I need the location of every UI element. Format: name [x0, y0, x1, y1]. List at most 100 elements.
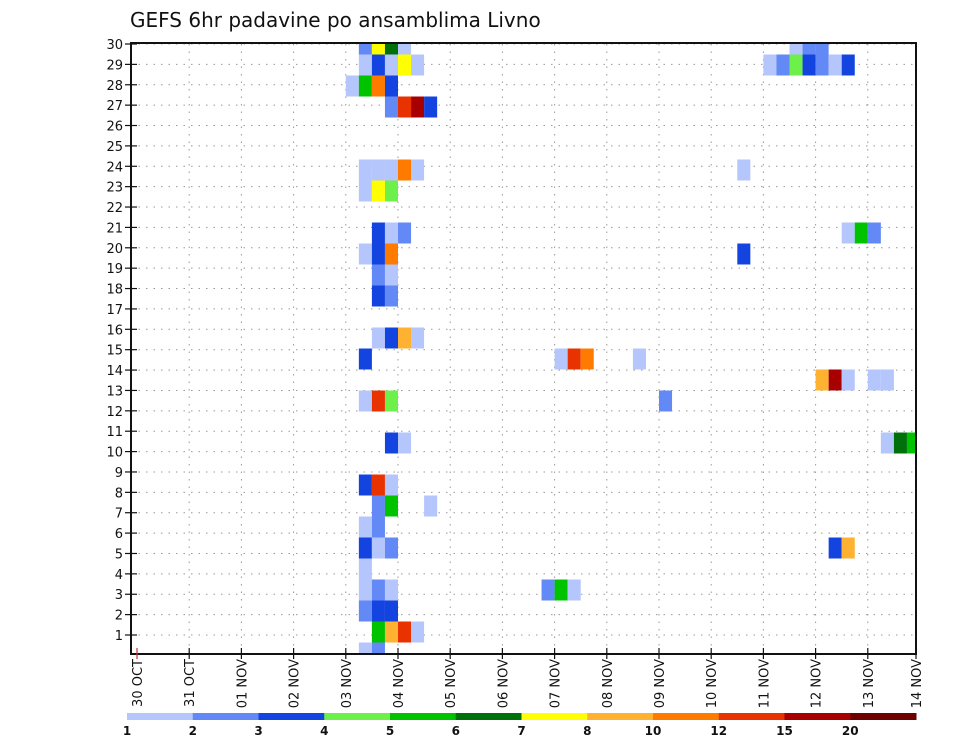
- heatmap-cell: [880, 432, 894, 454]
- heatmap-cell: [802, 44, 816, 55]
- heatmap-cell: [384, 264, 398, 286]
- heatmap-cell: [358, 579, 372, 601]
- heatmap-cell: [424, 495, 438, 517]
- y-tick-label: 4: [115, 568, 123, 583]
- heatmap-cell: [411, 54, 425, 76]
- heatmap-cell: [398, 54, 412, 76]
- heatmap-cell: [828, 537, 842, 559]
- heatmap-cell: [880, 369, 894, 391]
- heatmap-cell: [358, 75, 372, 97]
- colorbar-label: 12: [710, 724, 727, 738]
- heatmap-cell: [371, 642, 385, 653]
- heatmap-cell: [384, 159, 398, 181]
- heatmap-cell: [398, 621, 412, 643]
- heatmap-cell: [371, 222, 385, 244]
- y-tick-label: 7: [115, 507, 123, 522]
- y-tick-label: 30: [106, 38, 123, 53]
- heatmap-cell: [828, 54, 842, 76]
- colorbar-label: 8: [583, 724, 591, 738]
- heatmap-cell: [371, 390, 385, 412]
- heatmap-cell: [384, 474, 398, 496]
- colorbar-swatch: [653, 713, 720, 720]
- colorbar-swatch: [784, 713, 851, 720]
- heatmap-cell: [358, 537, 372, 559]
- heatmap-cells: [345, 44, 916, 653]
- colorbar-label: 3: [254, 724, 262, 738]
- colorbar-swatch: [127, 713, 194, 720]
- heatmap-cell: [411, 96, 425, 118]
- heatmap-cell: [763, 54, 777, 76]
- x-tick-label: 01 NOV: [235, 659, 250, 708]
- heatmap-cell: [384, 600, 398, 622]
- y-tick-label: 25: [106, 140, 123, 155]
- heatmap-cell: [371, 600, 385, 622]
- heatmap-cell: [371, 285, 385, 307]
- heatmap-cell: [371, 516, 385, 538]
- heatmap-cell: [358, 558, 372, 580]
- y-tick-label: 28: [106, 79, 123, 94]
- heatmap-cell: [358, 474, 372, 496]
- colorbar-label: 4: [320, 724, 328, 738]
- heatmap-cell: [398, 96, 412, 118]
- heatmap-cell: [554, 348, 568, 370]
- y-tick-label: 19: [106, 262, 123, 277]
- colorbar-label: 6: [452, 724, 460, 738]
- y-tick-label: 17: [106, 303, 123, 318]
- y-tick-label: 18: [106, 283, 123, 298]
- heatmap-cell: [867, 222, 881, 244]
- y-tick-label: 26: [106, 120, 123, 135]
- heatmap-cell: [384, 621, 398, 643]
- y-tick-label: 23: [106, 181, 123, 196]
- heatmap-cell: [398, 222, 412, 244]
- y-tick-label: 21: [106, 221, 123, 236]
- heatmap-cell: [358, 159, 372, 181]
- y-tick-label: 29: [106, 58, 123, 73]
- colorbar-label: 2: [189, 724, 197, 738]
- x-axis: 30 OCT 31 OCT 01 NOV 02 NOV 03 NOV 04 NOV 05 N…: [131, 648, 925, 708]
- heatmap-cell: [398, 44, 412, 55]
- heatmap-cell: [893, 432, 907, 454]
- heatmap-cell: [659, 390, 673, 412]
- x-tick-label: 02 NOV: [288, 659, 303, 708]
- x-tick-label: 10 NOV: [705, 659, 720, 708]
- heatmap-cell: [867, 369, 881, 391]
- heatmap-cell: [371, 537, 385, 559]
- heatmap-cell: [398, 159, 412, 181]
- y-tick-label: 24: [106, 160, 123, 175]
- heatmap-cell: [776, 54, 790, 76]
- heatmap-cell: [371, 44, 385, 55]
- x-tick-label: 06 NOV: [496, 659, 511, 708]
- heatmap-cell: [841, 537, 855, 559]
- colorbar-swatch: [324, 713, 391, 720]
- heatmap-cell: [541, 579, 555, 601]
- heatmap-cell: [554, 579, 568, 601]
- x-tick-label: 09 NOV: [653, 659, 668, 708]
- x-tick-label: 14 NOV: [910, 659, 925, 708]
- colorbar-swatch: [390, 713, 457, 720]
- heatmap-cell: [371, 54, 385, 76]
- y-axis: 1234567891011121314151617181920212223242…: [106, 38, 137, 644]
- heatmap-cell: [580, 348, 594, 370]
- heatmap-cell: [815, 44, 829, 55]
- heatmap-cell: [906, 432, 916, 454]
- y-tick-label: 10: [106, 446, 123, 461]
- colorbar-swatch: [587, 713, 654, 720]
- heatmap-cell: [632, 348, 646, 370]
- colorbar-label: 15: [776, 724, 793, 738]
- colorbar-swatch: [192, 713, 259, 720]
- heatmap-cell: [384, 180, 398, 202]
- x-tick-label: 07 NOV: [549, 659, 564, 708]
- heatmap-cell: [398, 432, 412, 454]
- heatmap-cell: [345, 75, 359, 97]
- y-tick-label: 27: [106, 99, 123, 114]
- plot-frame: [130, 42, 917, 655]
- heatmap-cell: [384, 579, 398, 601]
- colorbar-label: 1: [123, 724, 131, 738]
- heatmap-cell: [384, 432, 398, 454]
- colorbar-swatch: [455, 713, 522, 720]
- heatmap-cell: [358, 180, 372, 202]
- heatmap-cell: [789, 44, 803, 55]
- heatmap-cell: [384, 96, 398, 118]
- heatmap-cell: [358, 348, 372, 370]
- heatmap-cell: [384, 537, 398, 559]
